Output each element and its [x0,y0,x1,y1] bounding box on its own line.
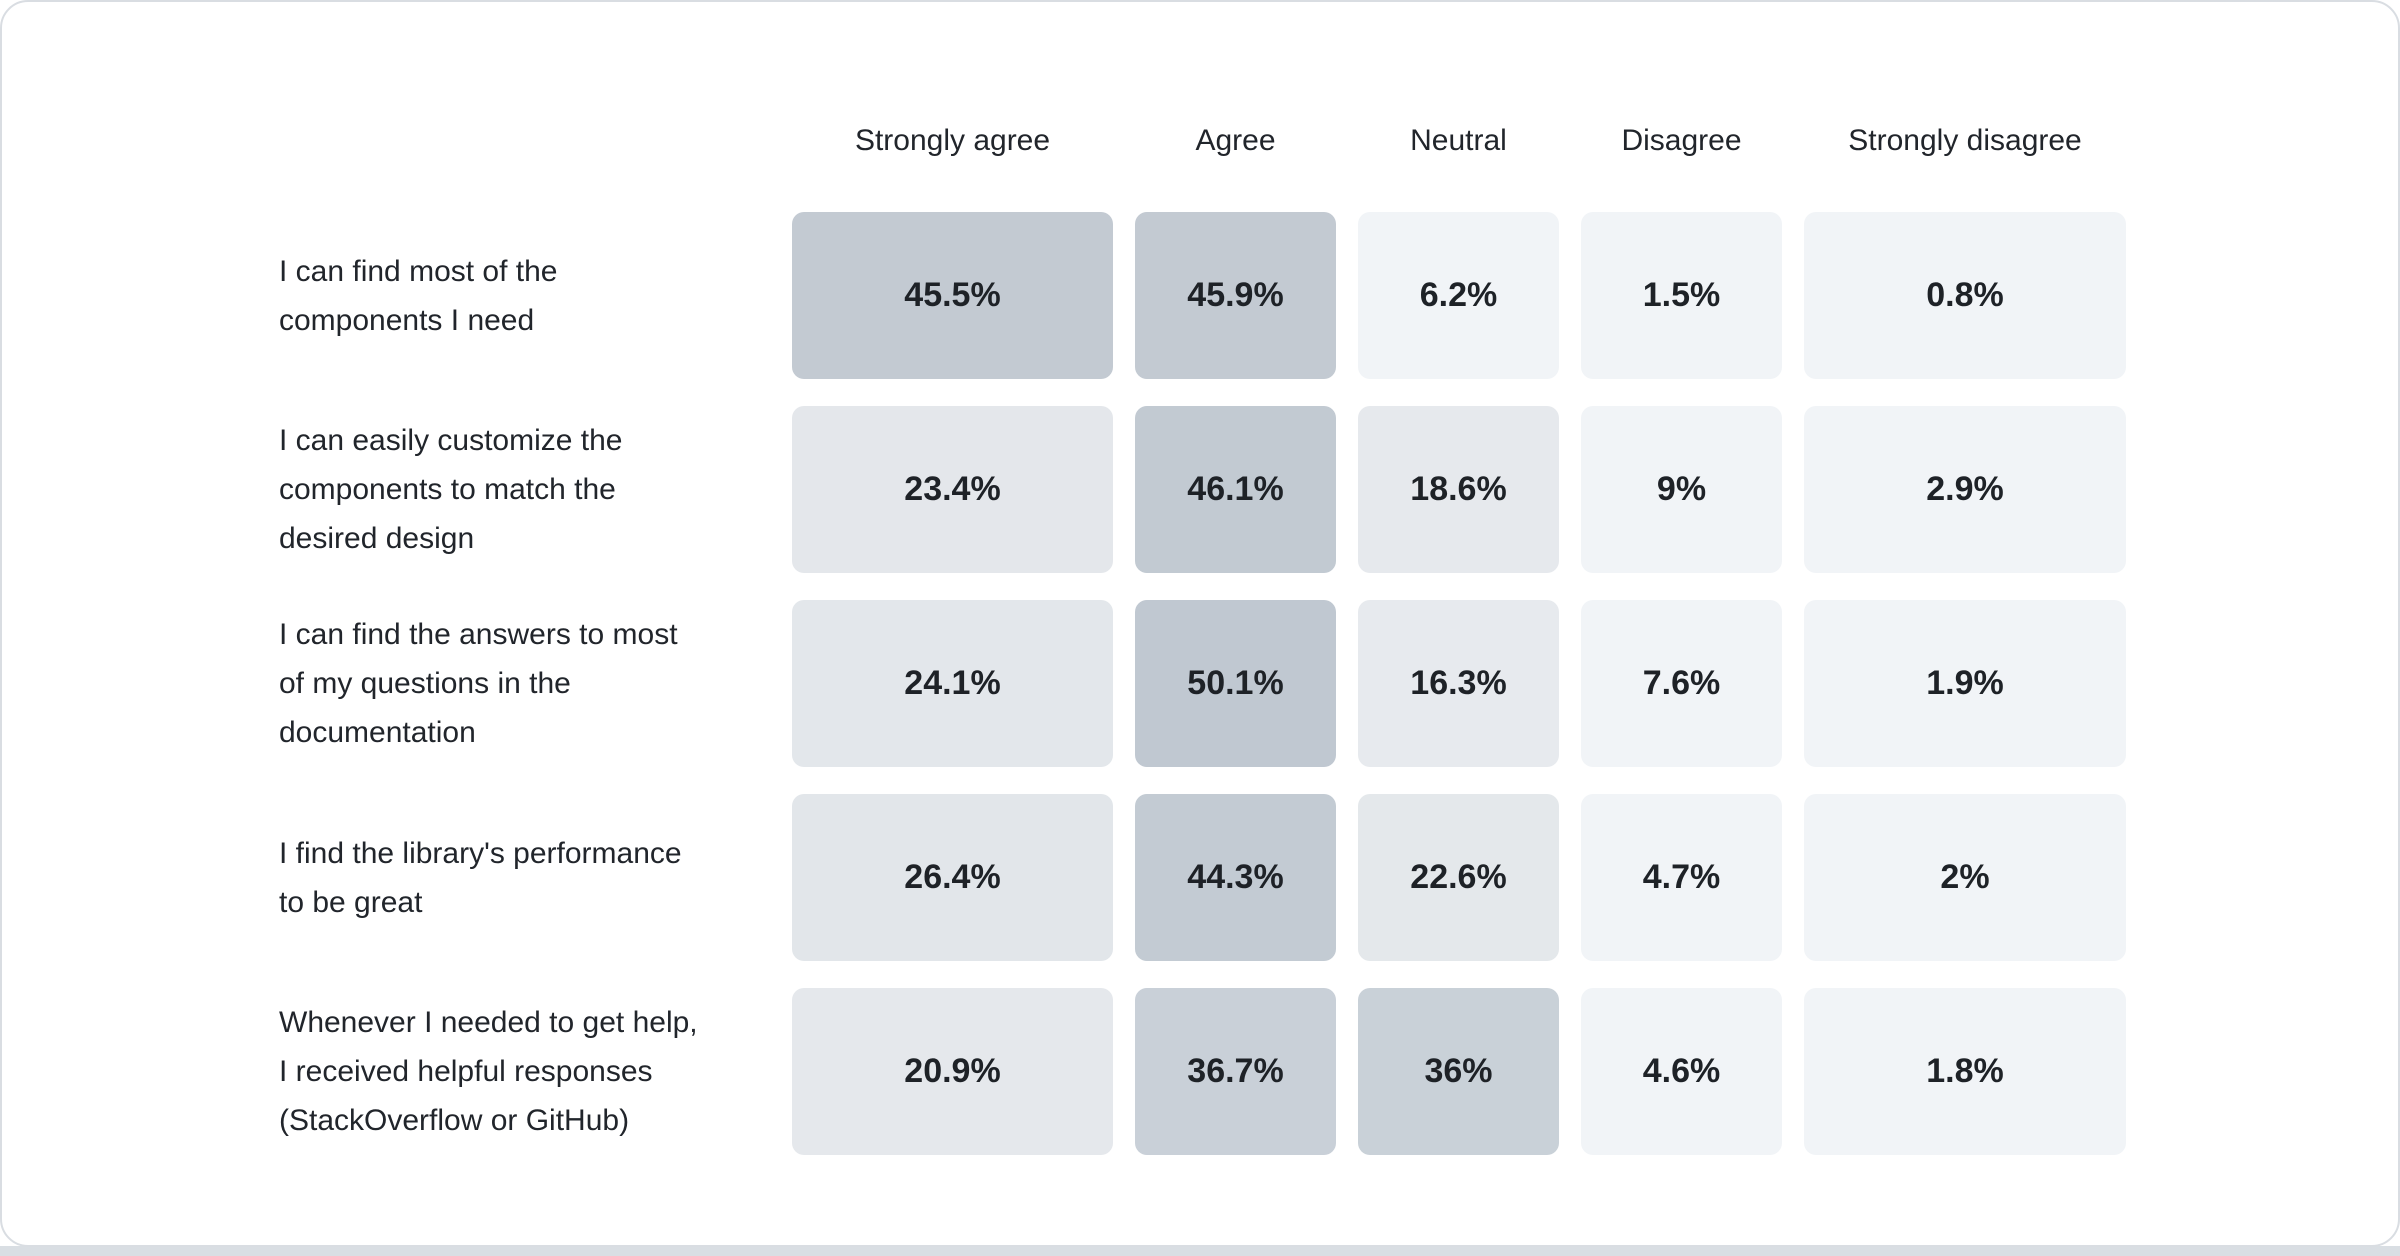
row-label: I find the library's performance to be gr… [279,794,770,961]
heatmap-cell: 46.1% [1135,406,1336,573]
heatmap-cell: 36.7% [1135,988,1336,1155]
heatmap-cell: 20.9% [792,988,1113,1155]
heatmap-cell: 45.9% [1135,212,1336,379]
heatmap-cell: 6.2% [1358,212,1559,379]
row-label-line: I received helpful responses [279,1055,653,1088]
heatmap-cell: 18.6% [1358,406,1559,573]
heatmap-cell: 2% [1804,794,2126,961]
column-header-agree: Agree [1195,124,1276,157]
row-label-line: I can easily customize the [279,424,623,457]
row-label-line: (StackOverflow or GitHub) [279,1104,630,1137]
column-header-strongly-disagree: Strongly disagree [1848,124,2082,157]
heatmap-cell: 23.4% [792,406,1113,573]
row-label: I can find most of the components I need [279,212,770,379]
column-header-disagree: Disagree [1621,124,1742,157]
row-label-line: components to match the [279,473,616,506]
heatmap-cell: 45.5% [792,212,1113,379]
heatmap-cell: 22.6% [1358,794,1559,961]
heatmap-cell: 4.7% [1581,794,1782,961]
row-label-line: I can find the answers to most [279,618,678,651]
likert-heatmap: Strongly agree Agree Neutral Disagree Strong… [279,122,2126,1155]
row-label-line: of my questions in the [279,667,571,700]
row-label: Whenever I needed to get help, I received… [279,988,770,1155]
heatmap-cell: 7.6% [1581,600,1782,767]
row-label-line: documentation [279,716,476,749]
row-label-line: to be great [279,885,423,919]
heatmap-cell: 1.8% [1804,988,2126,1155]
row-label-line: I find the library's performance [279,836,682,870]
heatmap-cell: 0.8% [1804,212,2126,379]
row-label-line: components I need [279,303,535,337]
heatmap-cell: 36% [1358,988,1559,1155]
row-label: I can find the answers to most of my ques… [279,600,770,767]
heatmap-cell: 9% [1581,406,1782,573]
row-label-line: desired design [279,522,475,555]
heatmap-cell: 4.6% [1581,988,1782,1155]
row-label-line: Whenever I needed to get help, [279,1006,698,1039]
heatmap-cell: 44.3% [1135,794,1336,961]
heatmap-cell: 1.5% [1581,212,1782,379]
heatmap-cell: 1.9% [1804,600,2126,767]
heatmap-cell: 2.9% [1804,406,2126,573]
row-label-line: I can find most of the [279,254,558,288]
column-header-strongly-agree: Strongly agree [854,124,1051,157]
grid-corner-spacer [279,122,770,185]
heatmap-cell: 26.4% [792,794,1113,961]
heatmap-cell: 16.3% [1358,600,1559,767]
row-label: I can easily customize the components to … [279,406,770,573]
column-header-neutral: Neutral [1410,124,1507,157]
page-bottom-strip [0,1246,2400,1256]
heatmap-cell: 24.1% [792,600,1113,767]
heatmap-cell: 50.1% [1135,600,1336,767]
